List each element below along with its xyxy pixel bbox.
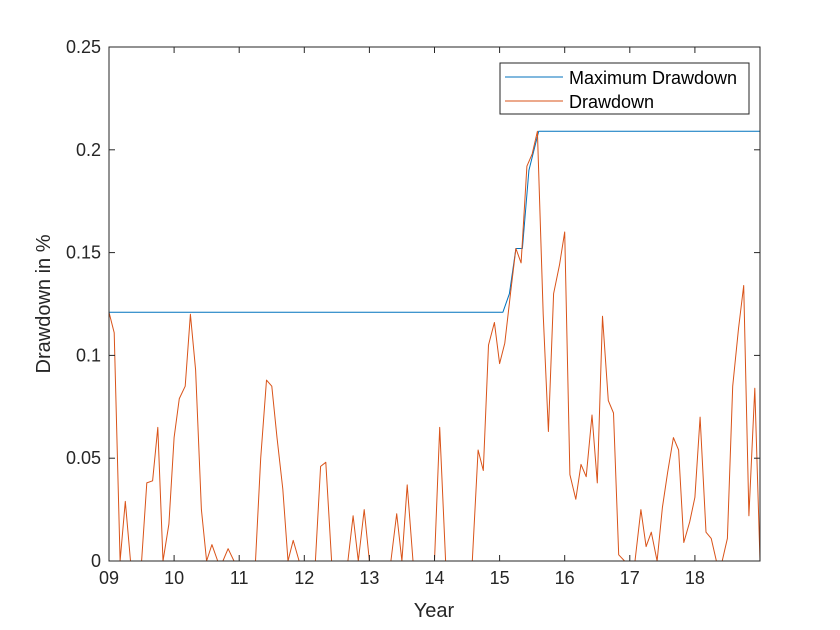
y-tick-label: 0.25 xyxy=(66,37,101,57)
legend-label-drawdown: Drawdown xyxy=(569,92,654,112)
x-tick-label: 12 xyxy=(294,568,314,588)
y-axis-ticks: 0 0.05 0.1 0.15 0.2 0.25 xyxy=(66,37,760,571)
y-axis-label: Drawdown in % xyxy=(33,234,55,373)
legend-box xyxy=(499,62,750,115)
legend-label-maximum-drawdown: Maximum Drawdown xyxy=(569,68,737,88)
x-tick-label: 09 xyxy=(99,568,119,588)
x-tick-label: 16 xyxy=(555,568,575,588)
y-tick-label: 0 xyxy=(91,551,101,571)
y-tick-label: 0.1 xyxy=(76,345,101,365)
x-tick-label: 11 xyxy=(230,568,249,588)
legend: Maximum Drawdown Drawdown xyxy=(499,62,750,115)
y-tick-label: 0.2 xyxy=(76,140,101,160)
x-tick-label: 13 xyxy=(359,568,379,588)
x-tick-label: 15 xyxy=(490,568,510,588)
x-tick-label: 14 xyxy=(424,568,444,588)
y-tick-label: 0.05 xyxy=(66,448,101,468)
x-tick-label: 17 xyxy=(620,568,640,588)
x-axis-ticks: 09 10 11 12 13 14 15 16 17 18 xyxy=(99,47,705,588)
x-tick-label: 18 xyxy=(685,568,705,588)
y-tick-label: 0.15 xyxy=(66,243,101,263)
x-tick-label: 10 xyxy=(164,568,184,588)
series-line-maximum-drawdown xyxy=(109,130,760,313)
plot-area xyxy=(109,47,760,561)
x-axis-label: Year xyxy=(414,600,455,622)
